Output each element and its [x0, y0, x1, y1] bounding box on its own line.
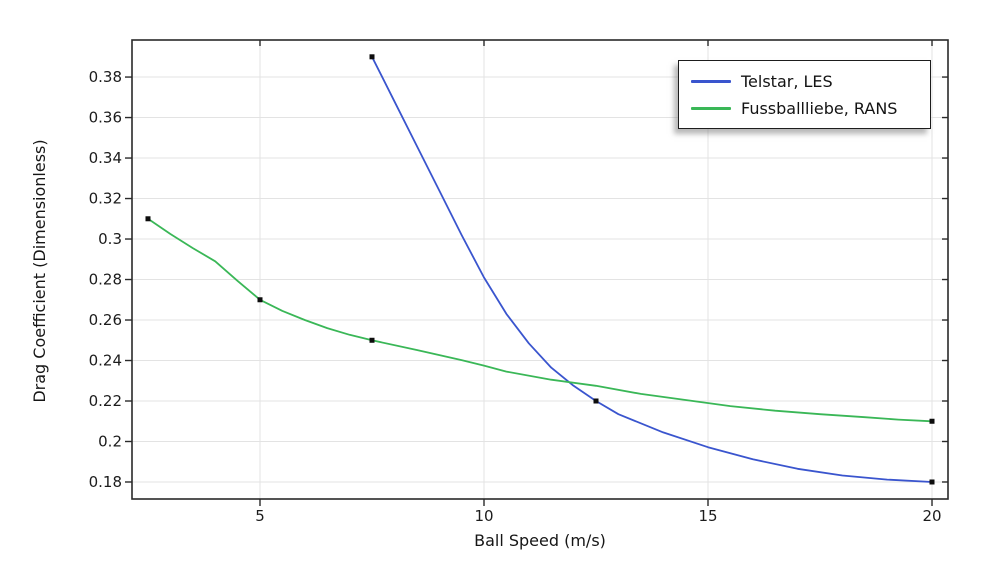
x-tick-label-10: 10 [474, 507, 493, 525]
x-tick-label-15: 15 [698, 507, 717, 525]
axes-frame [131, 39, 949, 500]
y-tick-label-0.24: 0.24 [89, 352, 122, 370]
data-point-marker-0 [593, 398, 599, 404]
y-tick-label-0.18: 0.18 [89, 473, 122, 491]
y-tick-label-0.2: 0.2 [98, 432, 122, 450]
series-curve-1 [147, 217, 933, 423]
data-point-marker-0 [929, 479, 935, 485]
y-tick-label-0.38: 0.38 [89, 68, 122, 86]
legend-item-0: Telstar, LES [691, 68, 922, 95]
y-tick-label-0.22: 0.22 [89, 392, 122, 410]
data-point-marker-1 [369, 337, 375, 343]
y-tick-label-0.26: 0.26 [89, 311, 122, 329]
data-point-marker-0 [369, 54, 375, 60]
series-curve-0 [371, 55, 933, 483]
legend: Telstar, LES Fussballliebe, RANS [678, 60, 931, 129]
y-tick-label-0.28: 0.28 [89, 271, 122, 289]
y-tick-label-0.32: 0.32 [89, 190, 122, 208]
x-tick-label-20: 20 [922, 507, 941, 525]
y-tick-label-0.34: 0.34 [89, 149, 122, 167]
legend-item-label: Telstar, LES [741, 72, 833, 91]
data-point-marker-1 [257, 297, 263, 303]
data-point-marker-1 [145, 216, 151, 222]
legend-item-1: Fussballliebe, RANS [691, 95, 922, 122]
legend-line-swatch [691, 80, 731, 83]
y-axis-label: Drag Coefficient (Dimensionless) [30, 139, 49, 403]
y-tick-label-0.36: 0.36 [89, 109, 122, 127]
legend-item-label: Fussballliebe, RANS [741, 99, 898, 118]
y-tick-label-0.3: 0.3 [98, 230, 122, 248]
x-axis-label: Ball Speed (m/s) [474, 531, 606, 550]
legend-line-swatch [691, 107, 731, 110]
data-point-marker-1 [929, 418, 935, 424]
x-tick-label-5: 5 [255, 507, 265, 525]
